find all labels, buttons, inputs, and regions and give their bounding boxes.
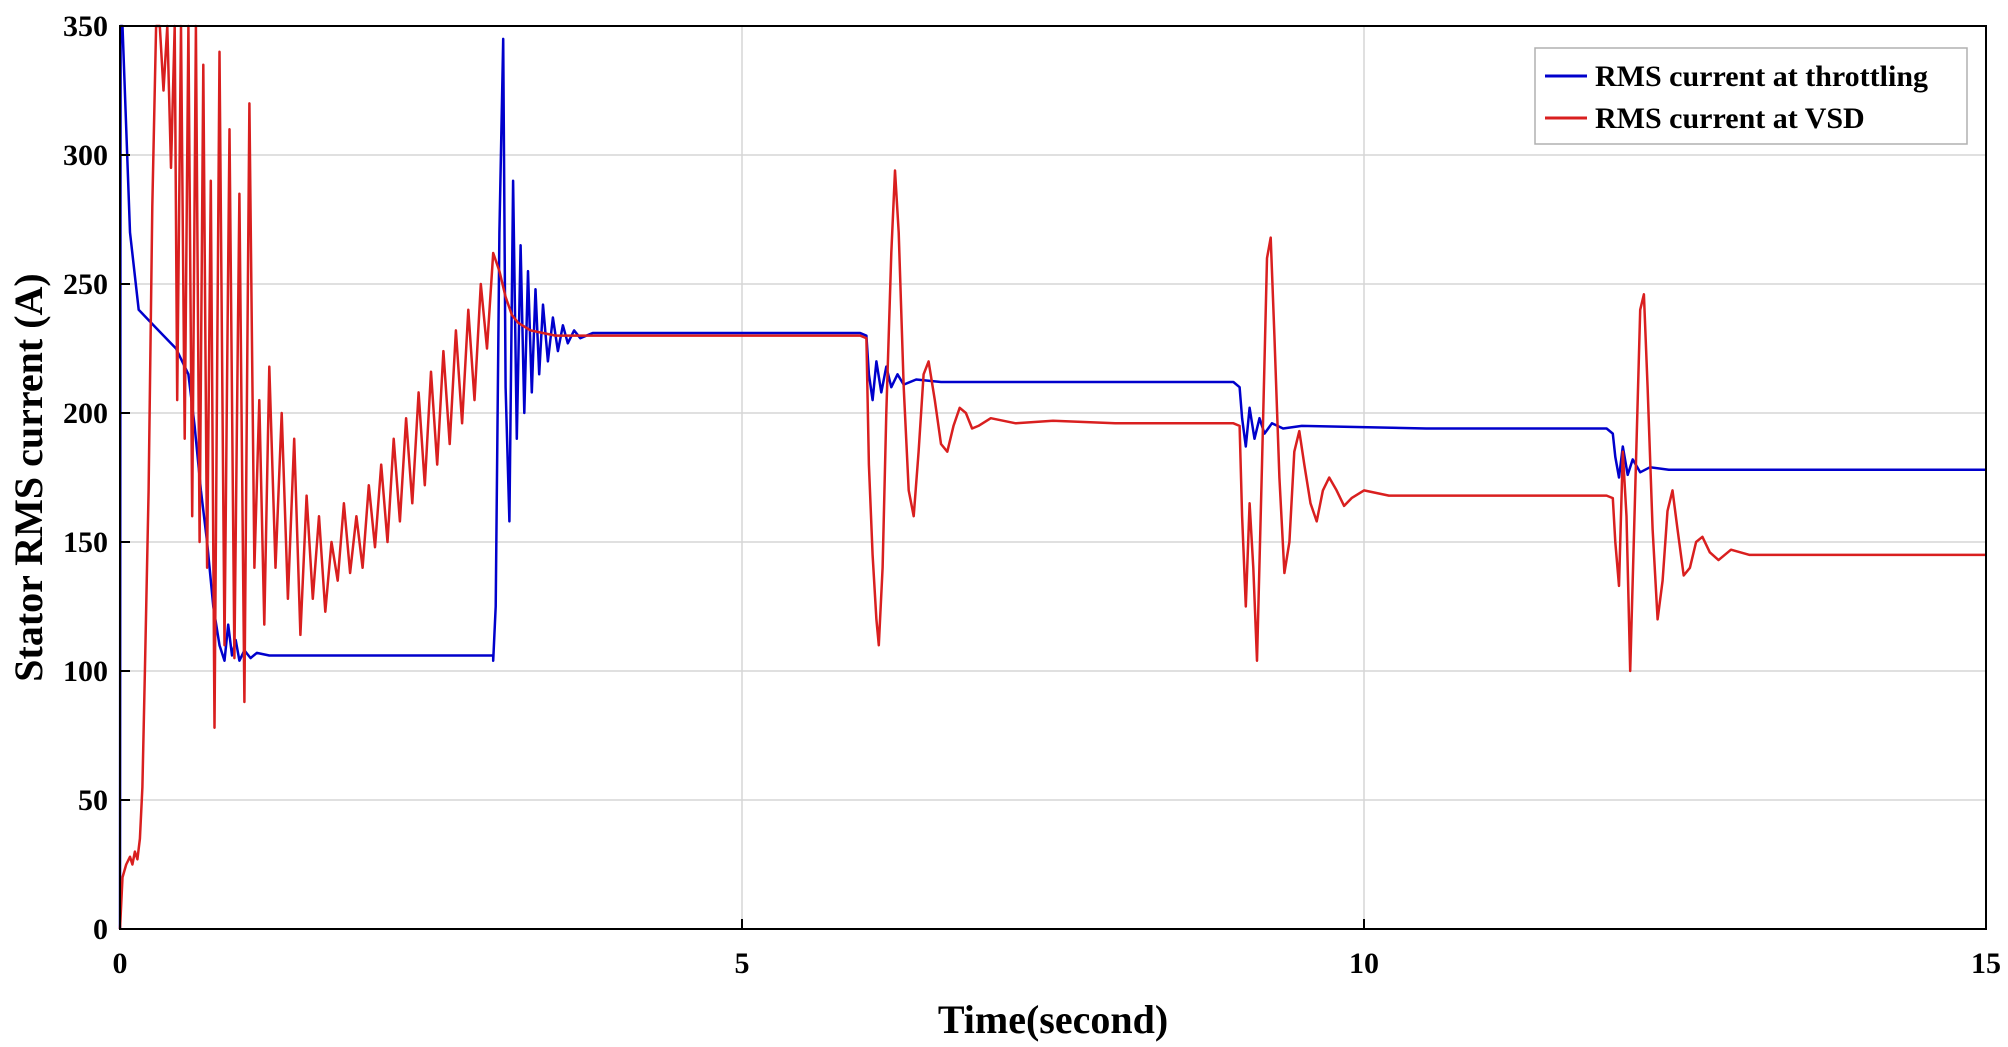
y-tick-label: 100 (63, 655, 108, 688)
x-tick-label: 10 (1349, 947, 1379, 980)
x-tick-label: 0 (113, 947, 128, 980)
y-tick-label: 150 (63, 526, 108, 559)
legend-box (1534, 47, 1968, 145)
x-tick-label: 15 (1971, 947, 2001, 980)
legend-label: RMS current at throttling (1595, 60, 1928, 93)
axes-layer: 0 50 100 150 200 250 300 350 0 5 10 15 (63, 10, 2001, 980)
y-tick-label: 350 (63, 10, 108, 43)
x-tick-label: 5 (735, 947, 750, 980)
y-tick-label: 50 (78, 784, 108, 817)
series-layer (118, 24, 1986, 930)
y-tick-label: 250 (63, 268, 108, 301)
x-axis-label: Time(second) (938, 997, 1168, 1042)
legend-label: RMS current at VSD (1595, 102, 1865, 135)
series-line-1 (118, 24, 1986, 930)
y-tick-label: 300 (63, 139, 108, 172)
plot-frame (119, 25, 1987, 930)
legend: RMS current at throttling RMS current at … (1534, 47, 1968, 145)
series-line-0 (118, 24, 1986, 930)
y-tick-label: 0 (93, 913, 108, 946)
y-tick-label: 200 (63, 397, 108, 430)
y-axis-label: Stator RMS current (A) (6, 273, 51, 681)
